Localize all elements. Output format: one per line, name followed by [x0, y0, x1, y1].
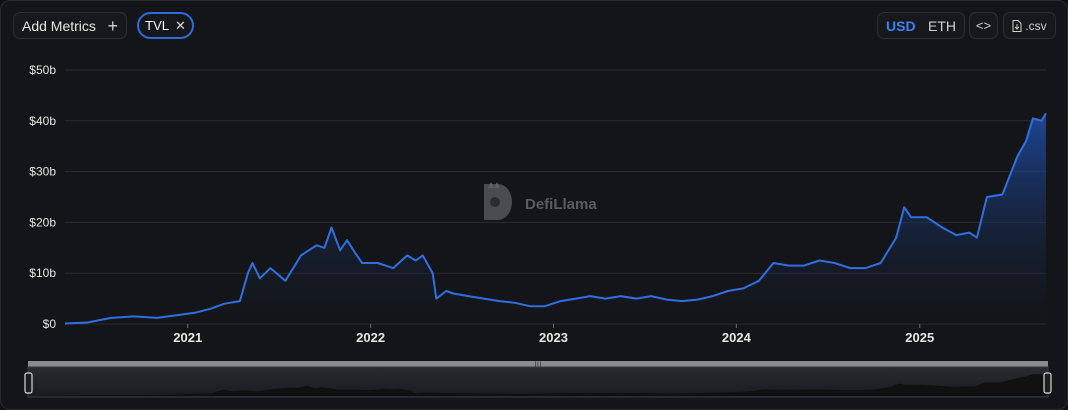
currency-option-usd[interactable]: USD: [886, 17, 916, 34]
csv-download-button[interactable]: .csv: [1003, 12, 1056, 39]
x-tick-label: 2025: [905, 330, 934, 345]
plus-icon: +: [107, 15, 118, 36]
range-navigator[interactable]: |||: [24, 361, 1052, 398]
y-axis: $0 $10b $20b $30b $40b $50b: [29, 63, 56, 331]
x-tick-label: 2022: [356, 330, 385, 345]
x-tick-label: 2024: [722, 330, 752, 345]
watermark: DefiLlama: [484, 182, 597, 220]
navigator-window[interactable]: [27, 366, 1049, 398]
navigator-handle-bar[interactable]: [28, 361, 1048, 367]
add-metrics-label: Add Metrics: [22, 17, 96, 34]
csv-label: .csv: [1025, 18, 1047, 33]
y-tick-label: $50b: [29, 63, 56, 77]
navigator-left-handle[interactable]: [24, 372, 33, 394]
llama-logo-icon: [484, 182, 512, 220]
y-tick-label: $10b: [29, 266, 56, 280]
add-metrics-button[interactable]: Add Metrics +: [13, 12, 127, 39]
currency-toggle: USD ETH: [877, 12, 965, 39]
y-tick-label: $20b: [29, 215, 56, 229]
y-tick-label: $40b: [29, 114, 56, 128]
currency-option-eth[interactable]: ETH: [928, 17, 956, 34]
file-download-icon: [1012, 19, 1022, 32]
navigator-mini-area: [30, 373, 1046, 396]
navigator-right-handle[interactable]: [1043, 372, 1052, 394]
tvl-area-fill: [65, 113, 1046, 324]
code-icon: <>: [975, 18, 992, 33]
y-tick-label: $30b: [29, 165, 56, 179]
close-icon[interactable]: ✕: [174, 17, 186, 33]
y-tick-label: $0: [43, 317, 57, 331]
watermark-text: DefiLlama: [525, 196, 597, 213]
x-axis: 2021 2022 2023 2024 2025: [173, 324, 934, 345]
x-tick-label: 2021: [173, 330, 202, 345]
grip-icon: |||: [534, 361, 541, 369]
tvl-series-line: [64, 112, 1047, 325]
metric-chip-label: TVL: [145, 18, 169, 33]
metric-chip-tvl[interactable]: TVL ✕: [137, 12, 194, 39]
embed-button[interactable]: <>: [969, 12, 998, 39]
x-tick-label: 2023: [539, 330, 568, 345]
